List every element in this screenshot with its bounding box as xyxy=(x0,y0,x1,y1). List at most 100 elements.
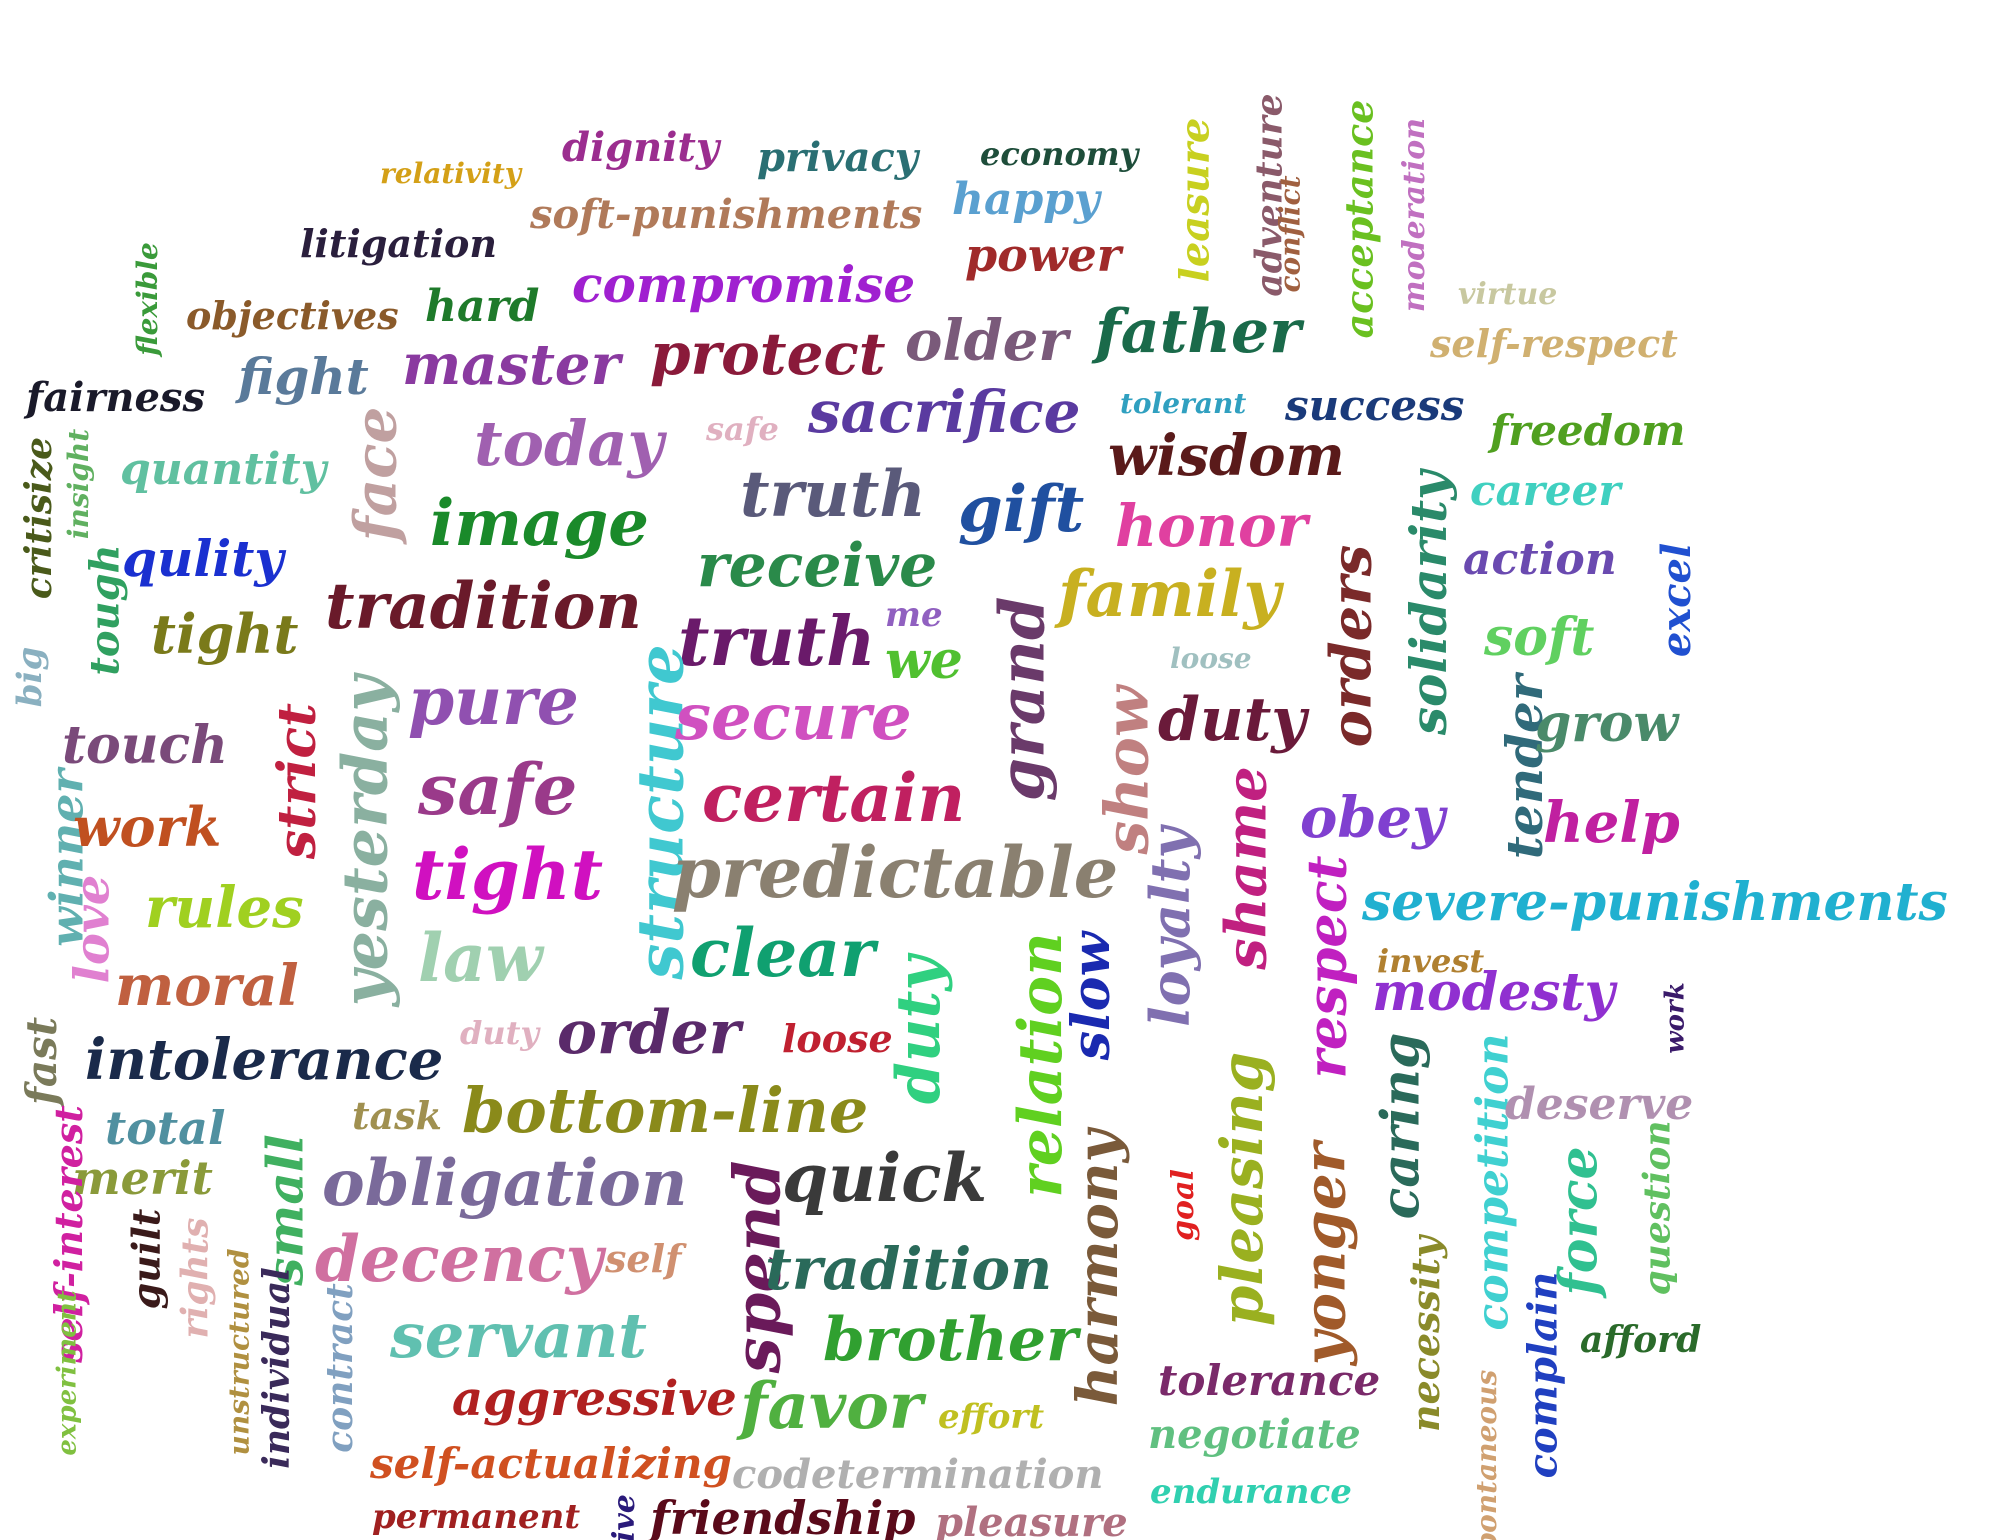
word-quantity: quantity xyxy=(120,444,327,495)
word-task: task xyxy=(352,1093,442,1138)
word-loyalty: loyalty xyxy=(1137,827,1202,1027)
word-honor: honor xyxy=(1115,492,1308,560)
word-touch: touch xyxy=(62,715,228,776)
word-bottom-line: bottom-line xyxy=(462,1074,869,1147)
word-wisdom: wisdom xyxy=(1108,423,1345,489)
word-duty-3: duty xyxy=(460,1014,540,1052)
word-unstructured: unstructured xyxy=(222,1248,256,1456)
word-negotiate: negotiate xyxy=(1148,1411,1361,1458)
word-fast: fast xyxy=(17,1016,67,1106)
word-flexible: flexible xyxy=(130,242,164,356)
word-law: law xyxy=(418,919,543,997)
word-work-2: work xyxy=(1660,982,1691,1054)
word-success: success xyxy=(1285,381,1465,430)
word-goal: goal xyxy=(1165,1169,1201,1241)
word-tive: tive xyxy=(606,1494,642,1540)
word-insight: insight xyxy=(62,428,96,540)
word-self-respect: self-respect xyxy=(1430,321,1678,366)
word-tolerant: tolerant xyxy=(1120,387,1247,420)
word-secure: secure xyxy=(675,680,912,755)
word-rights: rights xyxy=(174,1217,217,1339)
word-loose-1: loose xyxy=(1170,642,1252,675)
word-self-actualizing: self-actualizing xyxy=(370,1439,732,1488)
word-fight: fight xyxy=(238,347,369,406)
word-orders: orders xyxy=(1318,544,1385,748)
word-aggressive: aggressive xyxy=(452,1371,737,1427)
word-favor: favor xyxy=(740,1369,923,1444)
word-endurance: endurance xyxy=(1150,1472,1352,1512)
word-receive: receive xyxy=(697,531,938,601)
word-pleasure: pleasure xyxy=(935,1499,1128,1540)
word-power: power xyxy=(965,228,1121,282)
word-servant: servant xyxy=(390,1299,647,1372)
word-obligation: obligation xyxy=(322,1146,688,1221)
word-brother: brother xyxy=(823,1305,1078,1375)
word-face: face xyxy=(341,406,410,542)
word-loose-2: loose xyxy=(782,1016,893,1061)
word-yonger: yonger xyxy=(1290,1142,1359,1366)
word-invest: invest xyxy=(1377,942,1485,980)
word-father: father xyxy=(1095,297,1301,367)
word-question: question xyxy=(1636,1120,1679,1296)
word-tight-2: tight xyxy=(412,833,604,916)
word-certain: certain xyxy=(702,759,966,837)
word-soft: soft xyxy=(1484,607,1595,668)
word-acceptance: acceptance xyxy=(1336,99,1382,339)
word-excel: excel xyxy=(1653,542,1701,658)
word-conflict: conflict xyxy=(1273,175,1307,293)
word-permanent: permanent xyxy=(372,1497,581,1537)
word-master: master xyxy=(402,332,621,398)
word-older: older xyxy=(905,308,1068,374)
word-family: family xyxy=(1058,557,1281,632)
word-action: action xyxy=(1463,534,1617,585)
word-tradition-1: tradition xyxy=(325,569,642,644)
word-freedom: freedom xyxy=(1490,406,1686,455)
word-caring: caring xyxy=(1370,1032,1432,1220)
word-friendship: friendship xyxy=(650,1491,916,1540)
word-rules: rules xyxy=(145,875,304,941)
word-deserve: deserve xyxy=(1505,1079,1694,1130)
word-tough: tough xyxy=(81,544,129,676)
word-yesterday: yesterday xyxy=(328,675,402,1007)
word-harmony: harmony xyxy=(1065,1129,1132,1407)
word-decency: decency xyxy=(315,1222,603,1297)
word-grand: grand xyxy=(985,596,1059,802)
word-image: image xyxy=(430,486,649,561)
word-leasure: leasure xyxy=(1171,117,1219,283)
word-modesty: modesty xyxy=(1372,962,1615,1023)
word-predictable: predictable xyxy=(672,831,1119,914)
word-effort: effort xyxy=(938,1397,1045,1437)
word-happy: happy xyxy=(952,174,1100,225)
word-merit: merit xyxy=(72,1151,213,1205)
word-career: career xyxy=(1470,466,1621,515)
word-work-1: work xyxy=(73,795,222,859)
word-moral: moral xyxy=(115,953,299,1019)
word-objectives: objectives xyxy=(186,293,399,338)
word-compromise: compromise xyxy=(572,255,916,314)
word-relativity: relativity xyxy=(380,157,522,190)
word-protect: protect xyxy=(650,320,886,388)
word-necessity: necessity xyxy=(1402,1236,1448,1432)
word-order: order xyxy=(557,998,741,1068)
word-big: big xyxy=(10,646,51,708)
word-virtue: virtue xyxy=(1458,277,1558,312)
word-guilt: guilt xyxy=(123,1208,169,1310)
word-duty-1: duty xyxy=(1158,685,1307,755)
word-litigation: litigation xyxy=(300,221,498,266)
word-safe: safe xyxy=(706,410,779,448)
word-dignity: dignity xyxy=(562,124,720,171)
word-complain: complain xyxy=(1519,1271,1567,1479)
word-sacrifice: sacrifice xyxy=(808,378,1081,446)
word-total: total xyxy=(105,1101,226,1155)
word-fairness: fairness xyxy=(26,374,205,421)
word-respect: respect xyxy=(1294,855,1359,1079)
word-safe-2: safe xyxy=(418,748,578,831)
word-gift: gift xyxy=(958,472,1085,547)
word-hard: hard xyxy=(425,281,540,332)
word-spontaneous: spontaneous xyxy=(1470,1369,1504,1540)
word-experiment: experiment xyxy=(52,1290,83,1456)
word-small: small xyxy=(255,1134,315,1286)
word-afford: afford xyxy=(1580,1319,1702,1361)
word-clear: clear xyxy=(690,914,875,992)
